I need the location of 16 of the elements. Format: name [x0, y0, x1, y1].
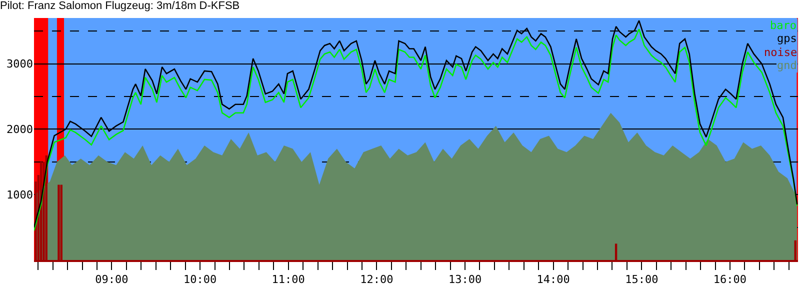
y-tick-label: 2000	[6, 123, 33, 136]
x-tick-label: 16:00	[713, 273, 747, 286]
x-tick-label: 14:00	[536, 273, 570, 286]
x-tick-label: 15:00	[625, 273, 658, 286]
y-tick-label: 1000	[6, 188, 33, 202]
text: baro	[770, 19, 796, 32]
x-tick-label: 12:00	[360, 273, 394, 286]
x-tick-label: 10:00	[183, 273, 217, 286]
text: gnd	[777, 59, 797, 72]
chart-title: Pilot: Franz Salomon Flugzeug: 3m/18m D-KFSB	[0, 0, 240, 12]
text: noise	[764, 46, 798, 59]
x-tick-label: 11:00	[272, 273, 305, 286]
x-tick-label: 13:00	[448, 273, 482, 286]
text: gps	[777, 32, 797, 45]
x-tick-label: 09:00	[95, 273, 128, 286]
y-tick-label: 3000	[6, 58, 33, 71]
